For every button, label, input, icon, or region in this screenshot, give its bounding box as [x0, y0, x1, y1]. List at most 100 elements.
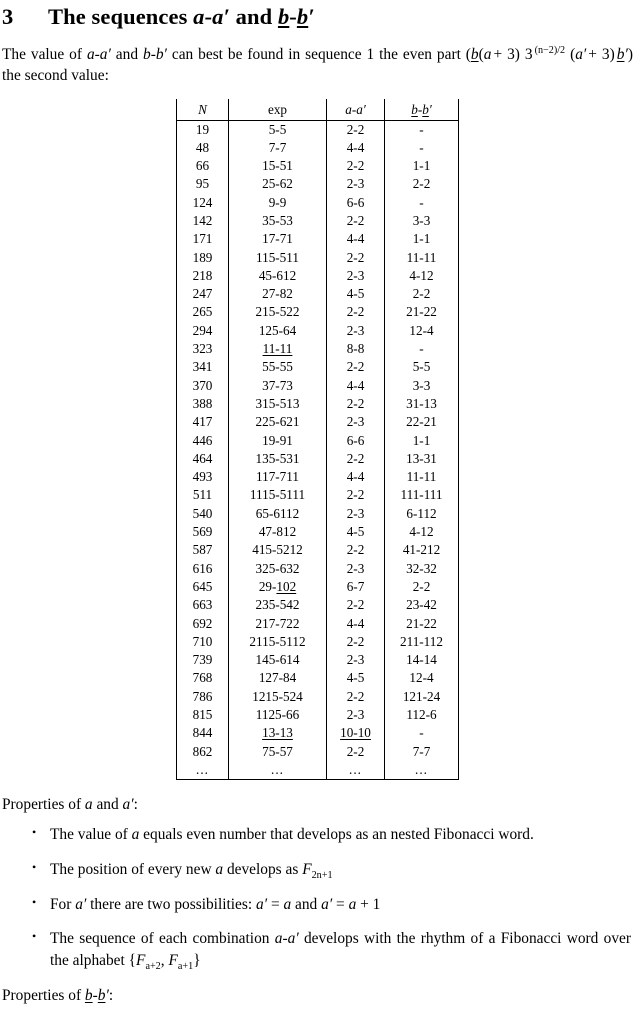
table-row: 464 135-531 2-2 13-31 [176, 449, 459, 469]
intro-text-3: can best be found in sequence 1 the even… [166, 46, 471, 63]
cell-aa: 4-4 [326, 230, 385, 249]
bullet-4-text-2: develops with the rhythm of a Fibonacci … [50, 930, 632, 969]
bullet-4-dash: - [282, 930, 288, 948]
properties-a-lead: Properties of a and a′: [2, 794, 633, 815]
bullet-2-text-2: develops as [223, 861, 303, 878]
cell-bb: - [384, 120, 459, 139]
intro-text-1: The value of [2, 46, 87, 63]
ellipsis: ... [349, 761, 362, 777]
cell-aa: ... [326, 760, 385, 781]
properties-a-lead-math-aprime: a [122, 796, 131, 814]
bullet-4-math-F2: F [168, 951, 178, 969]
bullet-4-math-a: a [274, 930, 283, 948]
bullet-2-text-1: The position of every new [50, 861, 216, 878]
bullet-3-math-aprime-1: a [75, 895, 83, 913]
cell-bb: 41-212 [384, 541, 459, 560]
cell-n: 540 [176, 504, 229, 524]
bullet-4-subscript-1: a+2 [145, 960, 161, 972]
cell-exp: 135-531 [228, 449, 327, 469]
table-row: 218 45-612 2-3 4-12 [176, 266, 459, 286]
table-row: 171 17-71 4-4 1-1 [176, 230, 459, 249]
intro-dash-1: - [94, 46, 100, 63]
cell-n: 710 [176, 632, 229, 652]
cell-n: 95 [176, 175, 229, 194]
cell-exp: 215-522 [228, 303, 327, 322]
table-row: 323 11-11 8-8- [176, 340, 459, 359]
cell-exp: 125-64 [228, 321, 327, 341]
cell-exp: 325-632 [228, 559, 327, 578]
intro-math-a: a [86, 46, 95, 63]
bullet-3-prime-3: ′ [328, 895, 333, 913]
table-row: 786 1215-524 2-2 121-24 [176, 687, 459, 706]
properties-a-lead-and: and [92, 796, 123, 814]
bullet-3-prime-2: ′ [263, 895, 268, 913]
cell-aa: 4-5 [326, 669, 385, 688]
table-row: 616 325-632 2-3 32-32 [176, 559, 459, 578]
intro-math-b-underlined-2: b [616, 46, 625, 63]
properties-b-lead-prime: ′ [105, 987, 109, 1005]
cell-bb: 12-4 [384, 321, 459, 341]
column-header-aa-prime: ′ [362, 101, 366, 117]
intro-text-2: and [110, 46, 143, 63]
cell-bb: 6-112 [384, 504, 459, 524]
cell-n: 862 [176, 742, 229, 761]
cell-bb: 1-1 [384, 431, 459, 450]
underlined-value: 102 [276, 578, 297, 594]
cell-aa: 2-2 [326, 687, 385, 706]
underlined-value: 11-11 [262, 341, 293, 357]
cell-aa: 2-2 [326, 248, 385, 267]
cell-bb: 11-11 [384, 248, 459, 267]
bullet-3-math-a-2: a [348, 895, 357, 913]
intro-text-6: ( [565, 46, 576, 63]
table-row: 417 225-621 2-3 22-21 [176, 413, 459, 432]
intro-text-7: + 3) [588, 46, 615, 63]
cell-exp: 2115-5112 [228, 632, 327, 652]
cell-n: 124 [176, 193, 229, 212]
cell-n: 341 [176, 358, 229, 377]
cell-aa: 2-2 [326, 211, 385, 231]
properties-b-lead-math-bprime: b [97, 987, 106, 1005]
cell-bb: 1-1 [384, 157, 459, 176]
table-row: 388 315-513 2-2 31-13 [176, 394, 459, 414]
cell-n: 768 [176, 669, 229, 688]
cell-exp: 25-62 [228, 175, 327, 194]
table-row: 247 27-82 4-5 2-2 [176, 285, 459, 304]
cell-exp: 65-6112 [228, 504, 327, 524]
intro-math-bprime: b [155, 46, 164, 63]
cell-aa: 2-3 [326, 706, 385, 725]
column-header-n-label: N [198, 101, 207, 117]
sequence-table: N exp a-a′ b-b′ 19 5-5 2-2-48 7-7 4-4-66 15-5… [176, 98, 459, 781]
cell-exp: 13-13 [228, 724, 327, 743]
cell-bb: 5-5 [384, 358, 459, 377]
intro-paren-open: ( [478, 46, 484, 63]
properties-a-lead-colon: : [133, 796, 138, 814]
cell-n: 739 [176, 651, 229, 670]
table-row: 815 1125-66 2-3 112-6 [176, 706, 459, 725]
cell-bb: 111-111 [384, 486, 459, 505]
bullet-3-equals-1: = [267, 895, 284, 913]
intro-prime-a-3: ′ [582, 46, 587, 63]
cell-aa: 4-5 [326, 285, 385, 304]
cell-bb: - [384, 340, 459, 359]
list-item: For a′ there are two possibilities: a′ =… [2, 894, 633, 916]
intro-prime-a: ′ [107, 46, 111, 63]
intro-math-b-underlined: b [470, 46, 479, 63]
list-item: The value of a equals even number that d… [2, 824, 633, 846]
properties-b-lead-colon: : [108, 987, 114, 1005]
bullet-1-math-a: a [131, 826, 140, 844]
table-row: 341 55-55 2-2 5-5 [176, 358, 459, 377]
cell-aa: 2-3 [326, 266, 385, 286]
intro-dash-2: - [150, 46, 156, 63]
section-title: The sequences a-a′ and b-b′ [48, 4, 633, 30]
table-row: 66 15-51 2-2 1-1 [176, 157, 459, 176]
bullet-3-plus-one: + 1 [356, 895, 381, 913]
cell-aa: 2-2 [326, 742, 385, 761]
table-row: 511 1115-5111 2-2 111-111 [176, 486, 459, 505]
table-row: 446 19-91 6-6 1-1 [176, 431, 459, 450]
cell-n: 815 [176, 706, 229, 725]
table-row: 95 25-62 2-3 2-2 [176, 175, 459, 194]
properties-a-lead-text: Properties of [2, 796, 85, 814]
cell-aa: 2-2 [326, 120, 385, 139]
bullet-3-math-aprime-2: a [256, 895, 264, 913]
cell-n: 464 [176, 449, 229, 469]
